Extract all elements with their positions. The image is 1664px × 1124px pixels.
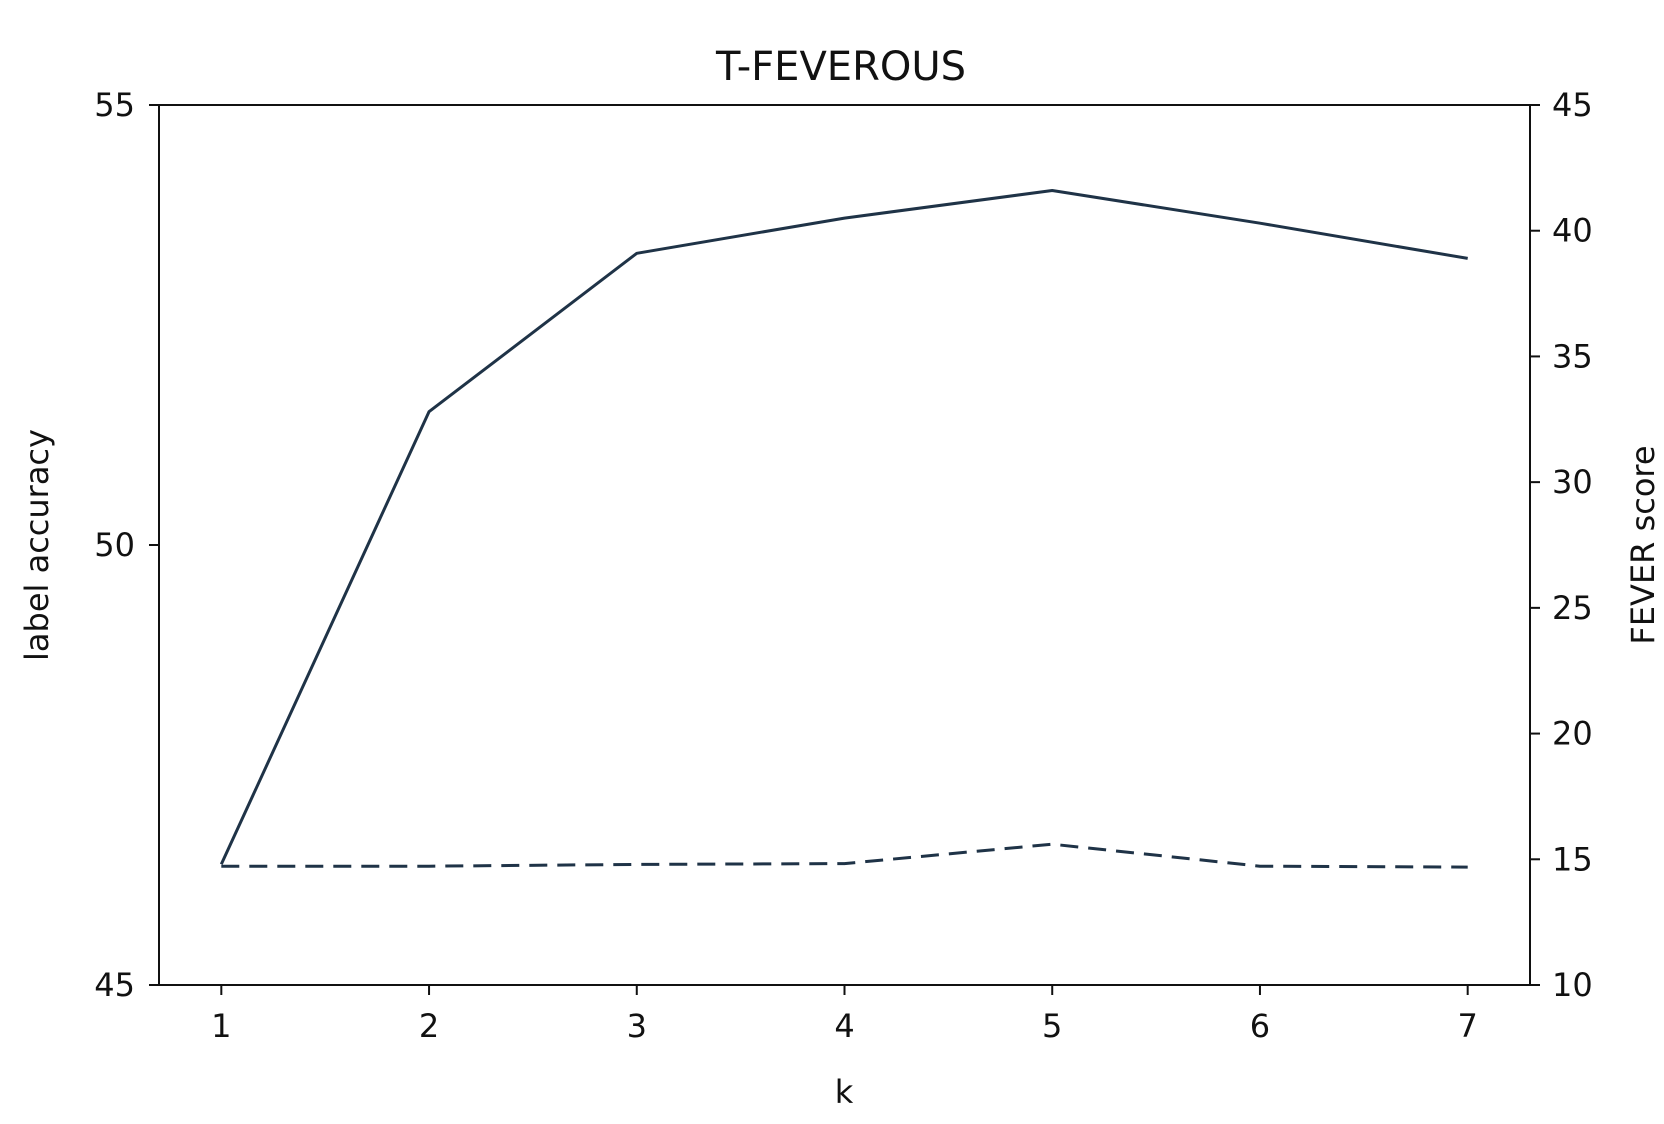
right-y-axis-ticks: 10 15 20 25 30 35 40 45: [1530, 86, 1593, 1004]
x-tick-label: 3: [627, 1007, 647, 1045]
right-y-tick-label: 20: [1552, 715, 1593, 753]
label-accuracy-line: [221, 842, 1468, 869]
x-tick-label: 4: [834, 1007, 854, 1045]
right-y-tick-label: 10: [1552, 966, 1593, 1004]
left-y-axis-label: label accuracy: [18, 429, 56, 661]
left-y-tick-label: 45: [94, 966, 135, 1004]
right-y-tick-label: 15: [1552, 840, 1593, 878]
left-y-tick-label: 55: [94, 86, 135, 124]
x-tick-label: 6: [1250, 1007, 1270, 1045]
x-tick-label: 7: [1458, 1007, 1478, 1045]
fever-score-line: [219, 189, 1468, 865]
chart-title: T-FEVEROUS: [715, 44, 966, 90]
right-y-tick-label: 25: [1552, 589, 1593, 627]
left-y-axis-ticks: 45 50 55: [94, 86, 159, 1004]
right-y-tick-label: 30: [1552, 463, 1593, 501]
x-axis-ticks: 1 2 3 4 5 6 7: [211, 985, 1478, 1045]
series-layer: [219, 189, 1468, 869]
x-axis-label: k: [835, 1073, 854, 1111]
x-tick-label: 2: [419, 1007, 439, 1045]
x-tick-label: 1: [211, 1007, 231, 1045]
right-y-axis-label: FEVER score: [1624, 445, 1662, 644]
plot-frame: [158, 104, 1531, 986]
right-y-tick-label: 45: [1552, 86, 1593, 124]
right-y-tick-label: 40: [1552, 212, 1593, 250]
x-tick-label: 5: [1042, 1007, 1062, 1045]
left-y-tick-label: 50: [94, 526, 135, 564]
right-y-tick-label: 35: [1552, 337, 1593, 375]
